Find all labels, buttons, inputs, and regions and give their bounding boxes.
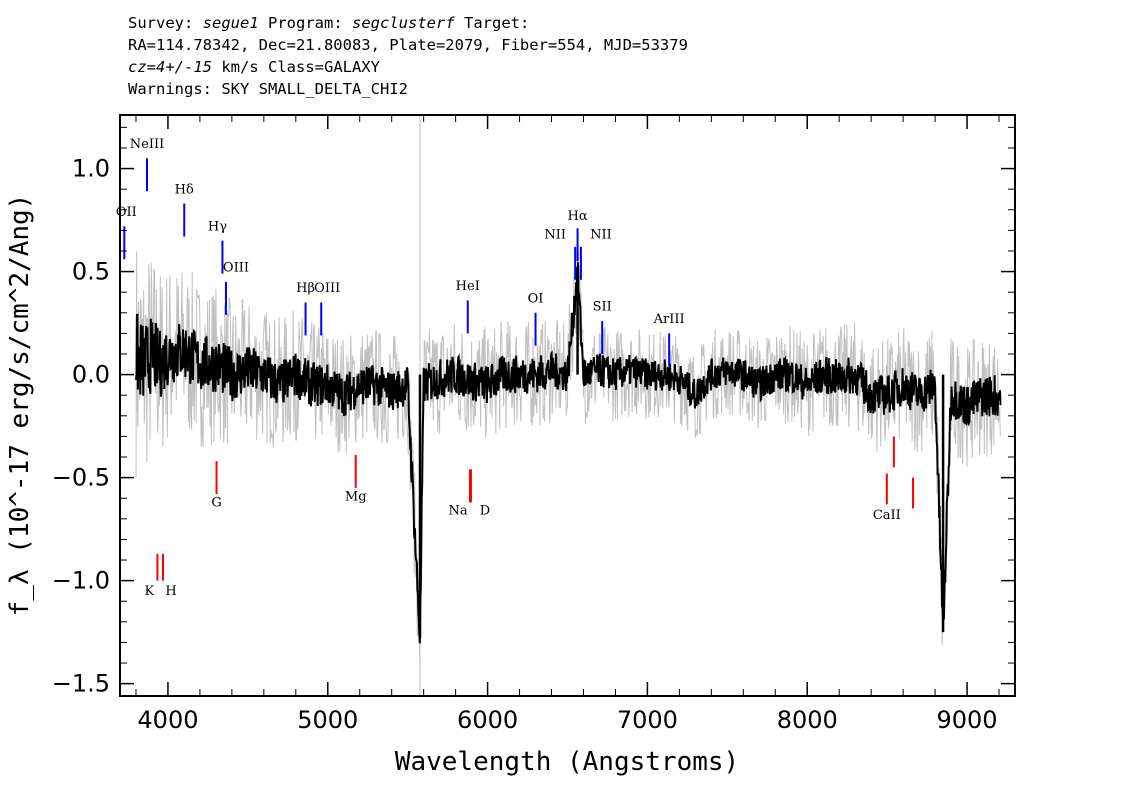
header-line-3: cz=4+/-15 km/s Class=GALAXY bbox=[128, 56, 688, 78]
header-line-1: Survey: segue1 Program: segclusterf Targ… bbox=[128, 12, 688, 34]
absorption-line-label: Na bbox=[448, 504, 467, 519]
emission-line-label: Hα bbox=[568, 209, 588, 224]
flux-series bbox=[135, 262, 1002, 644]
y-tick-label: 0.0 bbox=[72, 361, 110, 389]
target-key: Target: bbox=[464, 14, 530, 32]
emission-line-label: SII bbox=[593, 300, 612, 315]
absorption-line-label: Mg bbox=[345, 489, 367, 504]
axes-group: 4000 5000 6000 7000 8000 9000 −1.5 −1.0 −0.5 0.0 0… bbox=[52, 114, 1016, 734]
emission-line-label: ArIII bbox=[653, 312, 685, 327]
program-value: segclusterf bbox=[352, 14, 455, 32]
absorption-line-label: G bbox=[211, 495, 221, 510]
emission-line-label: NII bbox=[590, 228, 612, 243]
emission-line-label: OI bbox=[528, 291, 544, 306]
x-tick-label: 9000 bbox=[937, 706, 998, 734]
absorption-line-label: K bbox=[145, 584, 155, 599]
header-line-2: RA=114.78342, Dec=21.80083, Plate=2079, … bbox=[128, 36, 688, 54]
error-series bbox=[135, 251, 1001, 665]
series-group bbox=[135, 115, 1002, 696]
redshift-value: cz=4+/-15 bbox=[128, 58, 212, 76]
absorption-line-label: D bbox=[480, 504, 490, 519]
emission-line-label: OIII bbox=[314, 281, 340, 296]
y-tick-label: −1.5 bbox=[52, 670, 110, 698]
emission-line-label: NeIII bbox=[130, 137, 164, 152]
y-axis-title: f_λ (10^-17 erg/s/cm^2/Ang) bbox=[5, 194, 35, 617]
x-tick-label: 4000 bbox=[137, 706, 198, 734]
x-tick-label: 7000 bbox=[617, 706, 678, 734]
absorption-line-label: CaII bbox=[873, 508, 901, 523]
class-value: km/s Class=GALAXY bbox=[212, 58, 380, 76]
emission-line-label: Hβ bbox=[296, 281, 315, 296]
plot-frame bbox=[119, 114, 1016, 697]
y-tick-label: 1.0 bbox=[72, 155, 110, 183]
emission-line-label: OIII bbox=[223, 261, 249, 276]
spectrum-header: Survey: segue1 Program: segclusterf Targ… bbox=[128, 12, 688, 100]
x-tick-label: 8000 bbox=[777, 706, 838, 734]
x-axis-title: Wavelength (Angstroms) bbox=[395, 747, 739, 777]
program-key: Program: bbox=[268, 14, 343, 32]
emission-line-label: Hγ bbox=[208, 219, 227, 234]
survey-key: Survey: bbox=[128, 14, 194, 32]
emission-line-label: OII bbox=[116, 205, 137, 220]
x-tick-label: 5000 bbox=[297, 706, 358, 734]
emission-line-label: HeI bbox=[456, 279, 480, 294]
y-tick-label: −0.5 bbox=[52, 464, 110, 492]
emission-line-label: NII bbox=[544, 228, 566, 243]
x-tick-label: 6000 bbox=[457, 706, 518, 734]
emission-line-label: Hδ bbox=[175, 182, 194, 197]
y-tick-label: 0.5 bbox=[72, 258, 110, 286]
survey-value: segue1 bbox=[202, 14, 259, 32]
header-line-4: Warnings: SKY SMALL_DELTA_CHI2 bbox=[128, 80, 408, 98]
absorption-line-label: H bbox=[165, 584, 176, 599]
y-tick-label: −1.0 bbox=[52, 567, 110, 595]
